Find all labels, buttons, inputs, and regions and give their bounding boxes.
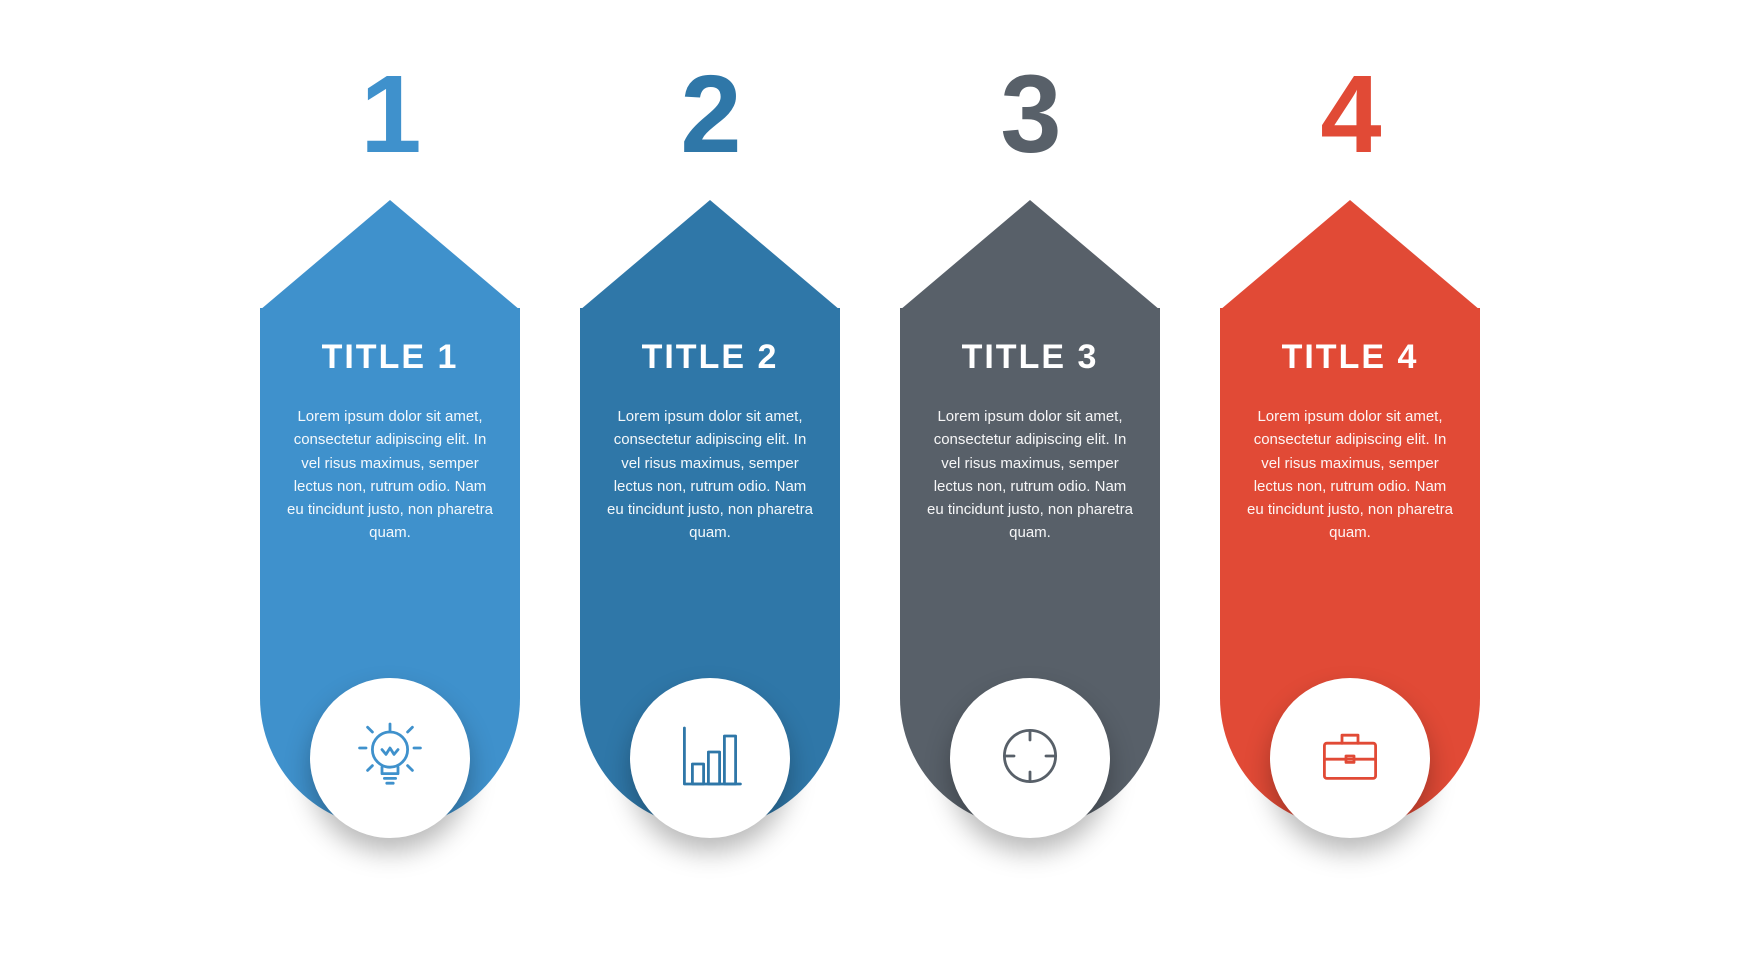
target-icon <box>990 716 1070 801</box>
lightbulb-icon <box>350 716 430 801</box>
arrow-tip <box>260 200 520 310</box>
icon-circle <box>950 678 1110 838</box>
step-title: TITLE 3 <box>924 338 1136 377</box>
step-4: 4 TITLE 4 Lorem ipsum dolor sit amet, co… <box>1220 0 1480 980</box>
step-2: 2 TITLE 2 Lorem ipsum dolor sit amet, co… <box>580 0 840 980</box>
arrow-tip <box>580 200 840 310</box>
briefcase-icon <box>1310 716 1390 801</box>
step-body: TITLE 2 Lorem ipsum dolor sit amet, cons… <box>580 308 840 828</box>
infographic-stage: 1 TITLE 1 Lorem ipsum dolor sit amet, co… <box>0 0 1742 980</box>
step-number: 2 <box>580 60 840 170</box>
step-title: TITLE 1 <box>284 338 496 377</box>
step-number: 3 <box>900 60 1160 170</box>
step-title: TITLE 4 <box>1244 338 1456 377</box>
icon-circle <box>310 678 470 838</box>
step-description: Lorem ipsum dolor sit amet, consectetur … <box>284 405 496 545</box>
step-description: Lorem ipsum dolor sit amet, consectetur … <box>1244 405 1456 545</box>
step-body: TITLE 4 Lorem ipsum dolor sit amet, cons… <box>1220 308 1480 828</box>
step-title: TITLE 2 <box>604 338 816 377</box>
icon-circle <box>1270 678 1430 838</box>
step-1: 1 TITLE 1 Lorem ipsum dolor sit amet, co… <box>260 0 520 980</box>
arrow-tip <box>1220 200 1480 310</box>
bar-chart-icon <box>670 716 750 801</box>
step-body: TITLE 1 Lorem ipsum dolor sit amet, cons… <box>260 308 520 828</box>
step-description: Lorem ipsum dolor sit amet, consectetur … <box>924 405 1136 545</box>
icon-circle <box>630 678 790 838</box>
step-number: 4 <box>1220 60 1480 170</box>
step-3: 3 TITLE 3 Lorem ipsum dolor sit amet, co… <box>900 0 1160 980</box>
step-body: TITLE 3 Lorem ipsum dolor sit amet, cons… <box>900 308 1160 828</box>
step-description: Lorem ipsum dolor sit amet, consectetur … <box>604 405 816 545</box>
step-number: 1 <box>260 60 520 170</box>
arrow-tip <box>900 200 1160 310</box>
